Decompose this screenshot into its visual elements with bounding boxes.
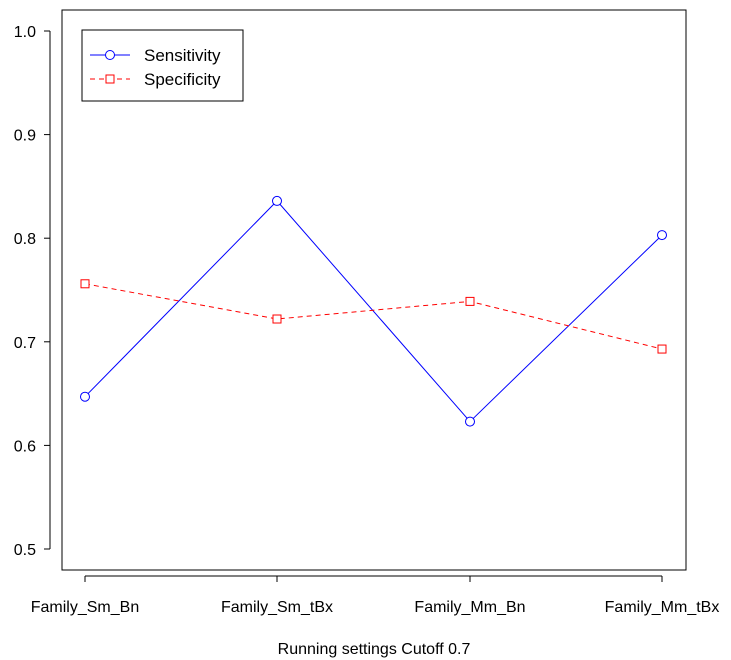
data-point	[465, 416, 475, 427]
y-tick-label: 0.8	[14, 231, 36, 248]
x-tick-label: Family_Sm_tBx	[221, 599, 333, 616]
y-tick-label: 0.7	[14, 335, 36, 352]
y-axis: 0.5 0.6 0.7 0.8 0.9 1.0	[14, 24, 51, 559]
series-line	[84, 200, 663, 423]
y-tick-label: 0.5	[14, 542, 36, 559]
legend-box	[81, 29, 244, 102]
series-layer	[80, 195, 667, 427]
y-tick-label: 0.9	[14, 128, 36, 145]
legend-item: Sensitivity	[90, 46, 221, 65]
plot-frame	[61, 9, 687, 571]
data-point	[657, 344, 667, 354]
series-line	[84, 283, 663, 350]
legend-label: Specificity	[144, 70, 221, 89]
data-point	[657, 230, 667, 241]
legend: Sensitivity Specificity	[81, 29, 244, 102]
data-point	[465, 296, 475, 306]
data-point	[272, 314, 282, 324]
x-axis-title: Running settings Cutoff 0.7	[278, 641, 471, 658]
legend-item: Specificity	[90, 70, 221, 89]
legend-label: Sensitivity	[144, 46, 221, 65]
x-tick-label: Family_Mm_Bn	[414, 599, 525, 616]
legend-marker	[105, 74, 115, 84]
x-tick-label: Family_Sm_Bn	[31, 599, 139, 616]
data-point	[80, 279, 90, 289]
data-point	[272, 195, 282, 206]
series-specificity	[80, 279, 667, 354]
legend-marker	[105, 50, 115, 60]
x-tick-label: Family_Mm_tBx	[605, 599, 720, 616]
y-tick-label: 0.6	[14, 438, 36, 455]
x-axis: Family_Sm_Bn Family_Sm_tBx Family_Mm_Bn Fam…	[31, 575, 720, 616]
data-point	[80, 391, 90, 402]
series-sensitivity	[80, 195, 667, 427]
y-tick-label: 1.0	[14, 24, 36, 41]
